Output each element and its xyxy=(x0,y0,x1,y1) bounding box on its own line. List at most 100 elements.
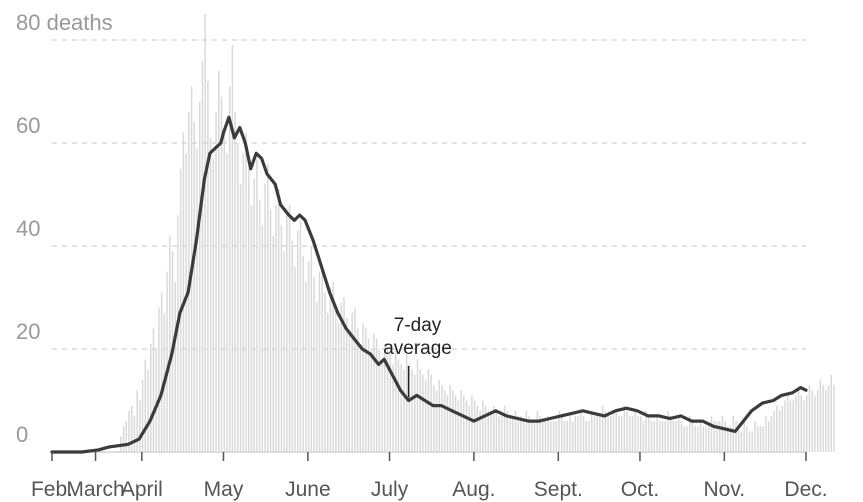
daily-bar xyxy=(629,415,631,452)
x-tick-label: Dec. xyxy=(784,478,827,501)
daily-bar xyxy=(833,385,835,452)
daily-bar xyxy=(141,379,144,452)
daily-bar xyxy=(767,421,770,452)
daily-bar xyxy=(590,410,593,452)
daily-bar xyxy=(781,405,783,452)
daily-bar xyxy=(825,390,827,452)
daily-bar xyxy=(827,385,830,452)
daily-bar xyxy=(569,415,571,452)
daily-bar xyxy=(705,426,707,452)
daily-bar xyxy=(517,415,519,452)
daily-bar xyxy=(555,421,558,452)
daily-bar xyxy=(620,415,623,452)
daily-bar xyxy=(667,410,669,452)
daily-bar xyxy=(228,86,231,452)
daily-bar xyxy=(501,415,503,452)
daily-bar xyxy=(691,421,694,452)
daily-bars xyxy=(120,14,835,453)
daily-bar xyxy=(250,204,253,452)
daily-bar xyxy=(405,354,408,452)
daily-bar xyxy=(558,410,560,452)
daily-bar xyxy=(272,235,274,452)
daily-bar xyxy=(291,240,294,452)
daily-bar xyxy=(797,390,800,452)
daily-bar xyxy=(457,400,460,452)
daily-bar xyxy=(724,421,726,452)
daily-bar xyxy=(789,400,792,452)
daily-bar xyxy=(708,426,710,452)
daily-bar xyxy=(765,415,767,452)
daily-bar xyxy=(207,81,209,452)
daily-bar xyxy=(307,261,310,452)
daily-bar xyxy=(740,431,743,452)
daily-bar xyxy=(686,426,688,452)
daily-bar xyxy=(471,395,473,452)
daily-bar xyxy=(822,385,824,452)
y-tick-label: 40 xyxy=(16,216,40,241)
daily-bar xyxy=(454,395,457,452)
daily-bar xyxy=(348,333,351,452)
daily-bar xyxy=(321,266,323,452)
daily-bar xyxy=(582,415,585,452)
daily-bar xyxy=(443,390,446,452)
daily-bar xyxy=(814,395,816,452)
daily-bar xyxy=(144,359,147,452)
daily-bar xyxy=(509,415,511,452)
x-tick-label: May xyxy=(204,478,244,501)
daily-bar xyxy=(326,312,329,452)
daily-bar xyxy=(430,374,432,452)
daily-bar xyxy=(152,328,155,452)
daily-bar xyxy=(512,415,514,452)
daily-bar xyxy=(403,369,405,452)
y-axis-ticks: 0 20 40 60 80 deaths xyxy=(16,10,113,447)
daily-bar xyxy=(386,349,389,452)
daily-bar xyxy=(484,405,487,452)
daily-bar xyxy=(392,364,394,452)
daily-bar xyxy=(710,415,713,452)
daily-bar xyxy=(414,374,416,452)
daily-bar xyxy=(296,230,299,452)
daily-bar xyxy=(316,302,318,452)
daily-bar xyxy=(661,421,664,452)
daily-bar xyxy=(305,282,307,452)
daily-bar xyxy=(702,426,705,452)
x-tick-label: Oct. xyxy=(621,478,660,501)
daily-bar xyxy=(732,415,735,452)
average-line-layer xyxy=(50,115,808,454)
daily-bar xyxy=(136,390,138,452)
daily-bar xyxy=(634,410,637,452)
daily-bar xyxy=(618,415,620,452)
daily-bar xyxy=(599,415,601,452)
daily-bar xyxy=(201,60,204,452)
daily-bar xyxy=(571,421,574,452)
daily-bar xyxy=(577,415,579,452)
daily-bar xyxy=(375,338,378,452)
daily-bar xyxy=(465,400,468,452)
daily-bar xyxy=(721,415,724,452)
daily-bar xyxy=(310,246,313,452)
daily-bar xyxy=(563,421,566,452)
daily-bar xyxy=(482,400,484,452)
daily-bar xyxy=(359,343,362,452)
daily-bar xyxy=(659,421,661,452)
daily-bar xyxy=(525,410,528,452)
daily-bar xyxy=(166,271,168,452)
daily-bar xyxy=(411,369,413,452)
daily-bar xyxy=(130,405,133,452)
daily-bar xyxy=(688,415,691,452)
daily-bar xyxy=(362,323,364,452)
daily-bar xyxy=(757,426,759,452)
daily-bar xyxy=(683,426,686,452)
daily-bar xyxy=(574,415,577,452)
daily-bar xyxy=(492,405,495,452)
daily-bar xyxy=(335,307,337,452)
daily-bar xyxy=(718,421,721,452)
daily-bar xyxy=(751,431,754,452)
daily-bar xyxy=(193,122,196,453)
daily-bar xyxy=(585,421,588,452)
daily-bar xyxy=(384,343,386,452)
daily-bar xyxy=(637,415,639,452)
daily-bar xyxy=(340,302,343,452)
